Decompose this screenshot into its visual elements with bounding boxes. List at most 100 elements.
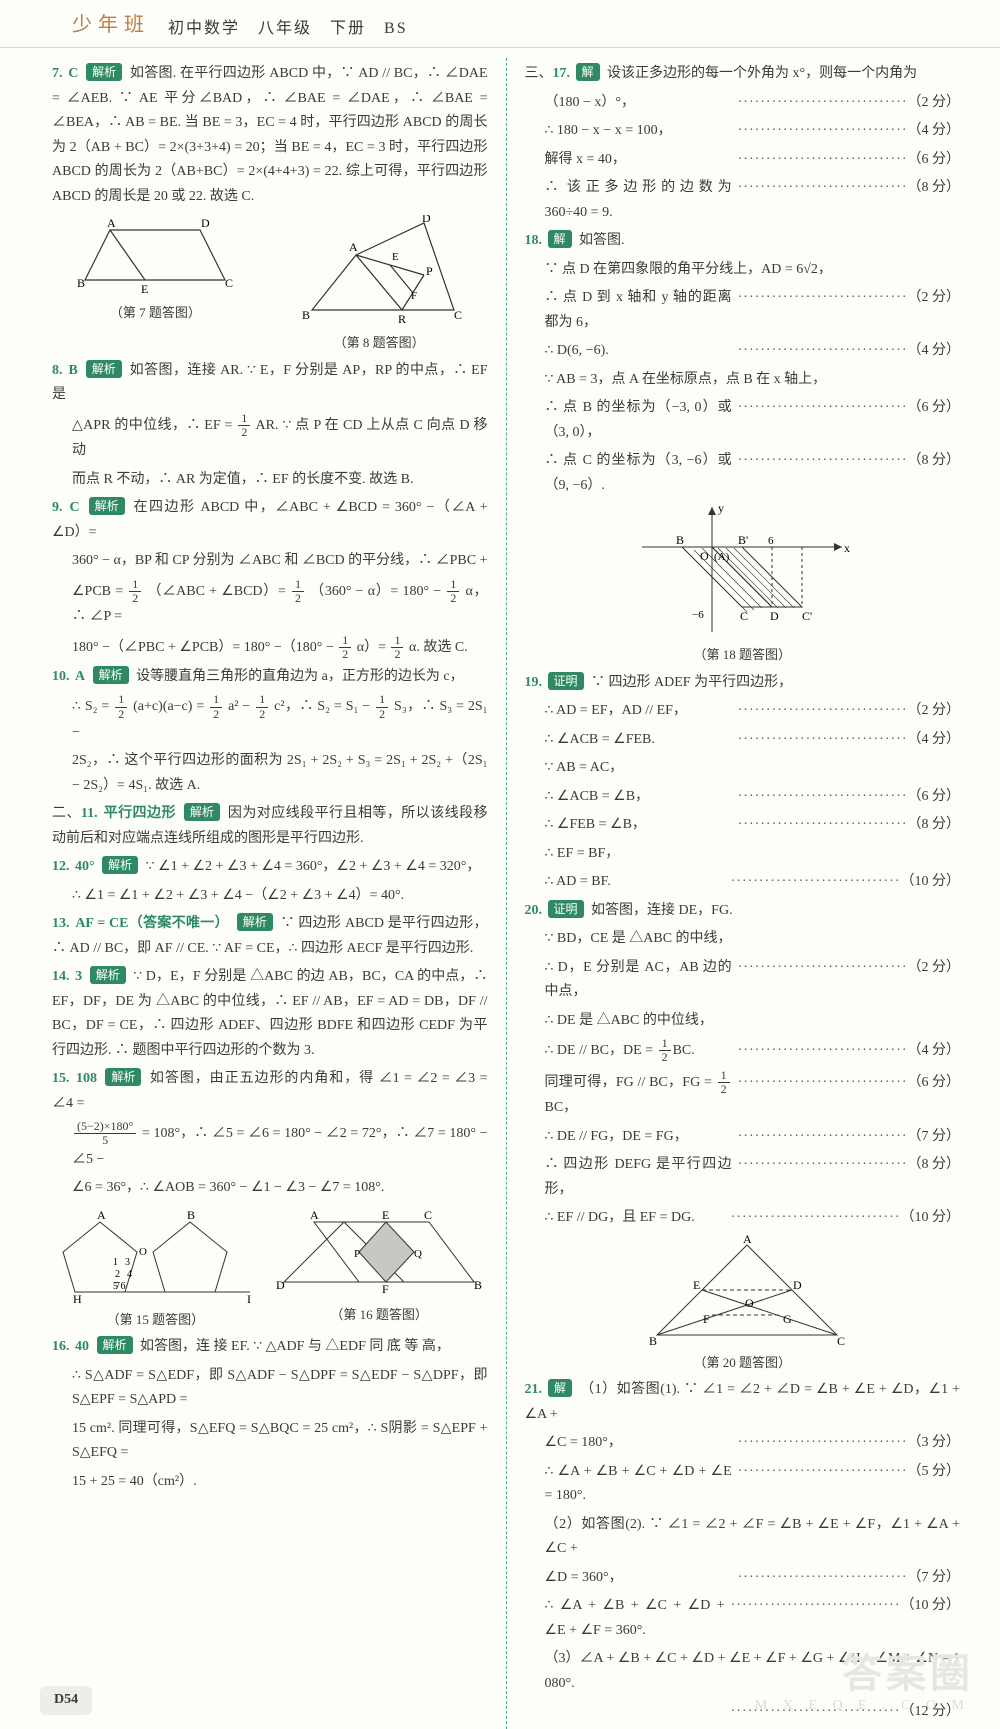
svg-text:H: H <box>73 1292 82 1306</box>
q20-head: 如答图，连接 DE，FG. <box>591 903 733 918</box>
q19-l1: ∵ AB = AC， <box>525 756 961 781</box>
analysis-tag: 解析 <box>86 360 122 378</box>
svg-text:D: D <box>422 215 431 225</box>
fig-row-7-8: A D B E C （第 7 题答图） <box>52 215 488 355</box>
analysis-tag: 解析 <box>237 913 273 931</box>
q8-num: 8. <box>52 363 63 378</box>
q21-r3-t: ∠D = 360°， <box>545 1566 732 1591</box>
q17-r1-t: （180 − x）°， <box>545 91 732 116</box>
q20-l2: ∴ DE 是 △ABC 的中位线， <box>525 1009 961 1034</box>
fig15: AB O 13 24 5 6 HI 7 （第 15 题答图） <box>55 1207 255 1332</box>
q20-r5-t: ∴ 四边形 DEFG 是平行四边形， <box>545 1153 732 1202</box>
svg-text:B: B <box>302 308 310 322</box>
q17-r2-s: （4 分） <box>908 119 961 144</box>
svg-text:A: A <box>97 1208 106 1222</box>
q18-l1: ∵ 点 D 在第四象限的角平分线上，AD = 6√2， <box>525 258 961 283</box>
q7: 7. C 解析 如答图. 在平行四边形 ABCD 中，∵ AD // BC，∴ … <box>52 62 488 209</box>
analysis-tag: 解析 <box>89 497 125 515</box>
q10-l2b: (a+c)(a−c) = <box>133 699 208 714</box>
q15-num: 15. <box>52 1071 70 1086</box>
q10: 10. A 解析 设等腰直角三角形的直角边为 a，正方形的边长为 c， <box>52 665 488 690</box>
q10-l1: 设等腰直角三角形的直角边为 a，正方形的边长为 c， <box>136 669 463 684</box>
q19-r1-t: ∴ AD = EF，AD // EF， <box>545 699 732 724</box>
fig-row-15-16: AB O 13 24 5 6 HI 7 （第 15 题答图） <box>52 1207 488 1332</box>
q20-r3: 同理可得，FG // BC，FG = 12BC， （6 分） <box>525 1069 961 1121</box>
q9: 9. C 解析 在四边形 ABCD 中，∠ABC + ∠BCD = 360° −… <box>52 496 488 545</box>
q17-r4-s: （8 分） <box>908 176 961 201</box>
q19-num: 19. <box>525 675 543 690</box>
q20: 20. 证明 如答图，连接 DE，FG. <box>525 899 961 924</box>
q17-r3: 解得 x = 40，（6 分） <box>525 148 961 173</box>
svg-text:B: B <box>77 276 85 290</box>
analysis-tag: 解析 <box>93 666 129 684</box>
q21-l2: （2）如答图(2). ∵ ∠1 = ∠2 + ∠F = ∠B + ∠E + ∠F… <box>525 1513 961 1562</box>
svg-text:F: F <box>411 290 417 302</box>
svg-text:R: R <box>398 312 406 326</box>
fig18-cap: （第 18 题答图） <box>632 644 852 667</box>
q20-r4-t: ∴ DE // FG，DE = FG， <box>545 1125 732 1150</box>
page: 少年班 初中数学 八年级 下册 BS 7. C 解析 如答图. 在平行四边形 A… <box>0 0 1000 1729</box>
q21-r3-s: （7 分） <box>908 1566 961 1591</box>
q10-l2d: c²，∴ S₂ = S₁ − <box>274 699 374 714</box>
q18-r4: ∴ 点 C 的坐标为（3, −6）或（9, −6）.（8 分） <box>525 449 961 498</box>
q19-r4-s: （8 分） <box>908 813 961 838</box>
q18-r4-t: ∴ 点 C 的坐标为（3, −6）或（9, −6）. <box>545 449 732 498</box>
q17-r2-t: ∴ 180 − x − x = 100， <box>545 119 732 144</box>
q17-r4: ∴ 该正多边形的边数为 360÷40 = 9.（8 分） <box>525 176 961 225</box>
q21-r2-t: ∴ ∠A + ∠B + ∠C + ∠D + ∠E = 180°. <box>545 1460 732 1509</box>
q9-l3b: （∠ABC + ∠BCD）= <box>147 584 290 599</box>
svg-text:C: C <box>837 1334 845 1348</box>
q19-r2: ∴ ∠ACB = ∠FEB.（4 分） <box>525 728 961 753</box>
q9-l3: ∠PCB = 12 （∠ABC + ∠BCD）= 12 （360° − α）= … <box>52 578 488 630</box>
section2: 二、 <box>52 806 81 821</box>
q9-l4b: α）= <box>357 639 390 654</box>
prove-tag: 证明 <box>548 672 584 690</box>
q14-num: 14. <box>52 969 70 984</box>
analysis-tag: 解析 <box>86 63 122 81</box>
q11: 二、11. 平行四边形 解析 因为对应线段平行且相等，所以该线段移动前后和对应端… <box>52 802 488 851</box>
watermark-sub: M X E Q E . C O M <box>755 1694 970 1719</box>
svg-text:F: F <box>703 1312 710 1326</box>
q18-r3-s: （6 分） <box>908 396 961 421</box>
q14-ans: 3 <box>75 969 82 984</box>
fig16: AEB DFC PQ （第 16 题答图） <box>274 1207 484 1332</box>
q20-r4-s: （7 分） <box>908 1125 961 1150</box>
q16-l1: 如答图，连 接 EF. ∵ △ADF 与 △EDF 同 底 等 高， <box>140 1339 450 1354</box>
q8: 8. B 解析 如答图，连接 AR. ∵ E，F 分别是 AP，RP 的中点，∴… <box>52 359 488 408</box>
svg-text:B: B <box>187 1208 195 1222</box>
q19-r4-t: ∴ ∠FEB = ∠B， <box>545 813 732 838</box>
q21: 21. 解 （1）如答图(1). ∵ ∠1 = ∠2 + ∠D = ∠B + ∠… <box>525 1378 961 1427</box>
svg-text:C: C <box>424 1208 432 1222</box>
q20-r2: ∴ DE // BC，DE = 12BC. （4 分） <box>525 1037 961 1064</box>
q12: 12. 40° 解析 ∵ ∠1 + ∠2 + ∠3 + ∠4 = 360°，∠2… <box>52 855 488 880</box>
fig18: xy O BB' (A) 6 <box>632 502 852 667</box>
q18-num: 18. <box>525 233 543 248</box>
q9-l3a: ∠PCB = <box>72 584 127 599</box>
q9-num: 9. <box>52 500 63 515</box>
solve-tag: 解 <box>576 63 600 81</box>
q18-r1-t: ∴ 点 D 到 x 轴和 y 轴的距离都为 6， <box>545 286 732 335</box>
svg-text:E: E <box>693 1278 700 1292</box>
q12-num: 12. <box>52 859 70 874</box>
q7-ans: C <box>68 66 78 81</box>
q20-r2-ta: ∴ DE // BC，DE = <box>545 1043 657 1058</box>
q19-r3: ∴ ∠ACB = ∠B，（6 分） <box>525 785 961 810</box>
q21-r1-s: （3 分） <box>908 1431 961 1456</box>
q9-l3c: （360° − α）= 180° − <box>310 584 445 599</box>
q17: 三、17. 解 设该正多边形的每一个外角为 x°，则每一个内角为 <box>525 62 961 87</box>
q16-ans: 40 <box>75 1339 89 1354</box>
brand: 少年班 <box>72 8 150 43</box>
fig7-cap: （第 7 题答图） <box>75 302 235 325</box>
q17-r1: （180 − x）°，（2 分） <box>525 91 961 116</box>
svg-text:P: P <box>426 264 433 278</box>
svg-text:4: 4 <box>127 1269 132 1280</box>
q16: 16. 40 解析 如答图，连 接 EF. ∵ △ADF 与 △EDF 同 底 … <box>52 1335 488 1360</box>
q13-ans: AF = CE（答案不唯一） <box>75 916 229 931</box>
q10-l2a: ∴ S₂ = <box>72 699 113 714</box>
q19-l0: ∵ 四边形 ADEF 为平行四边形， <box>591 675 792 690</box>
fig16-cap: （第 16 题答图） <box>274 1304 484 1327</box>
q15-frac-top: (5−2)×180° <box>74 1120 136 1134</box>
svg-text:C': C' <box>802 609 812 623</box>
q21-r1-t: ∠C = 180°， <box>545 1431 732 1456</box>
q20-r3-tb: BC， <box>545 1100 578 1115</box>
